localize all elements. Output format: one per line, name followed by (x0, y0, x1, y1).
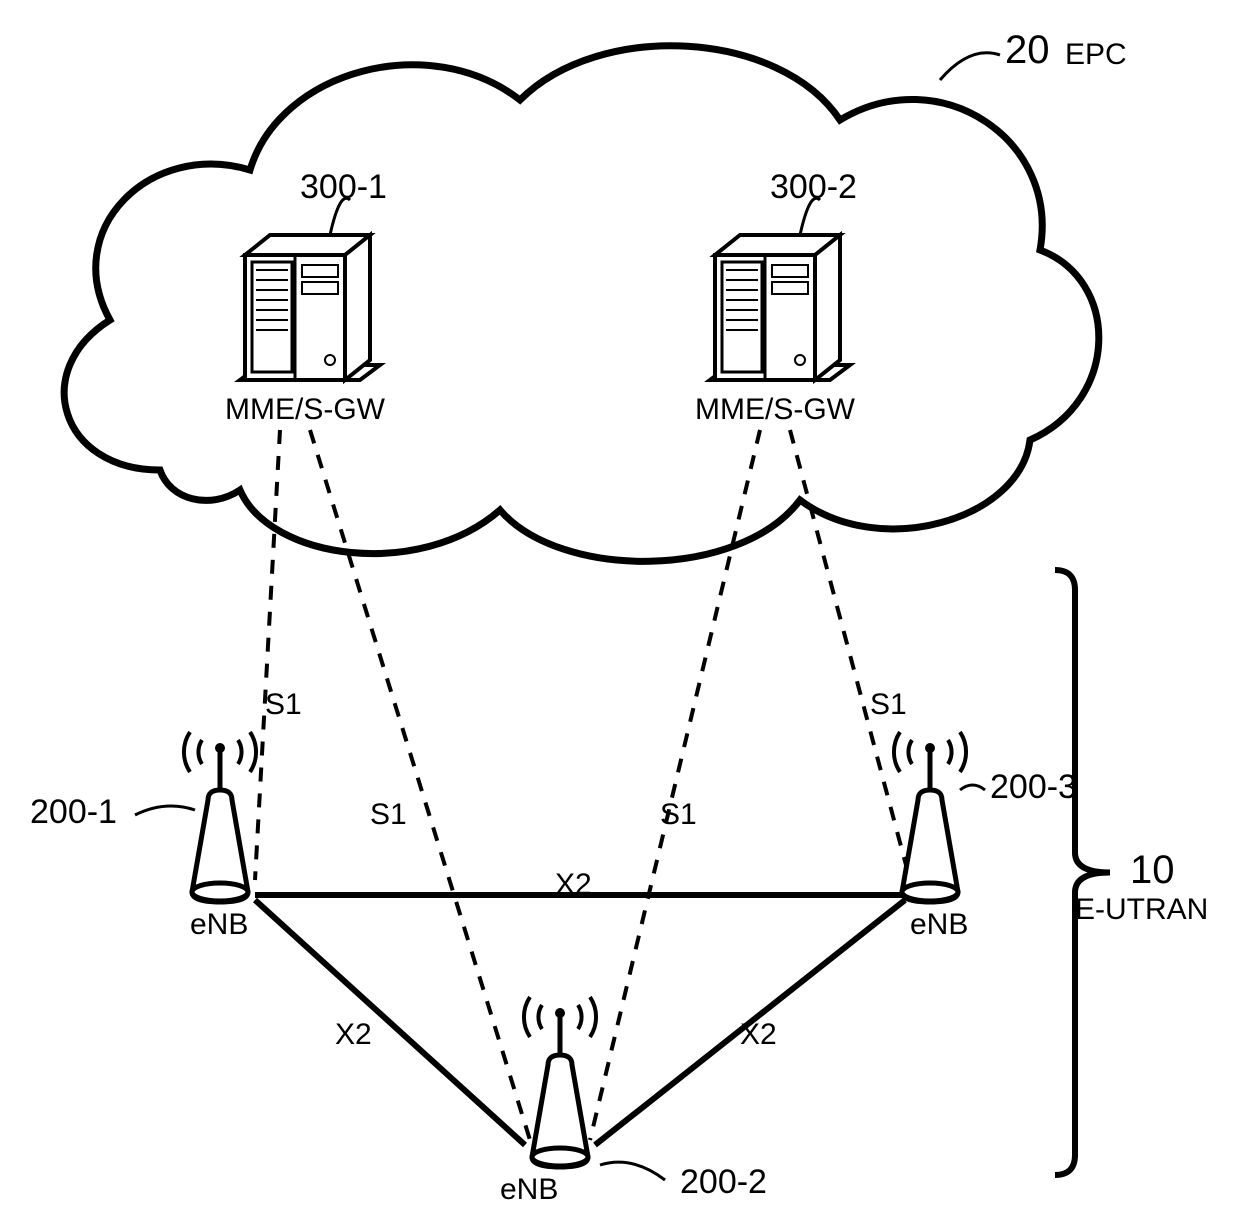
mme-2-caption: MME/S-GW (695, 395, 855, 425)
edge-label-s1: S1 (370, 800, 407, 830)
enb-1-id: 200-1 (30, 795, 117, 829)
diagram-svg (0, 0, 1240, 1231)
enb-3 (894, 732, 966, 902)
edge-label-s1: S1 (870, 690, 907, 720)
enb-2-id: 200-2 (680, 1165, 767, 1199)
epc-cloud (64, 46, 1099, 562)
enb-1-caption: eNB (190, 910, 248, 940)
eutran-id: 10 (1130, 850, 1175, 890)
enb-2 (524, 997, 596, 1167)
mme-2-id: 300-2 (770, 170, 857, 204)
diagram-stage: S1 S1 S1 S1 X2 X2 X2 MME/S-GW 300-1 MME/S-GW 300-2… (0, 0, 1240, 1231)
eutran-brace (1055, 570, 1110, 1175)
edge-enb-1-enb-2 (255, 900, 525, 1145)
mme-1-caption: MME/S-GW (225, 395, 385, 425)
mme-1-id: 300-1 (300, 170, 387, 204)
enb-2-caption: eNB (500, 1175, 558, 1205)
edge-label-x2: X2 (740, 1020, 777, 1050)
edge-label-s1: S1 (660, 800, 697, 830)
edge-label-s1: S1 (265, 690, 302, 720)
edge-label-x2: X2 (555, 870, 592, 900)
enb-3-id: 200-3 (990, 770, 1077, 804)
enb-3-caption: eNB (910, 910, 968, 940)
enb-1 (184, 732, 256, 902)
epc-id: 20 (1005, 30, 1050, 70)
mme-2 (710, 235, 850, 380)
epc-text: EPC (1065, 40, 1127, 70)
eutran-text: E-UTRAN (1075, 895, 1208, 925)
mme-1 (240, 235, 380, 380)
edge-label-x2: X2 (335, 1020, 372, 1050)
